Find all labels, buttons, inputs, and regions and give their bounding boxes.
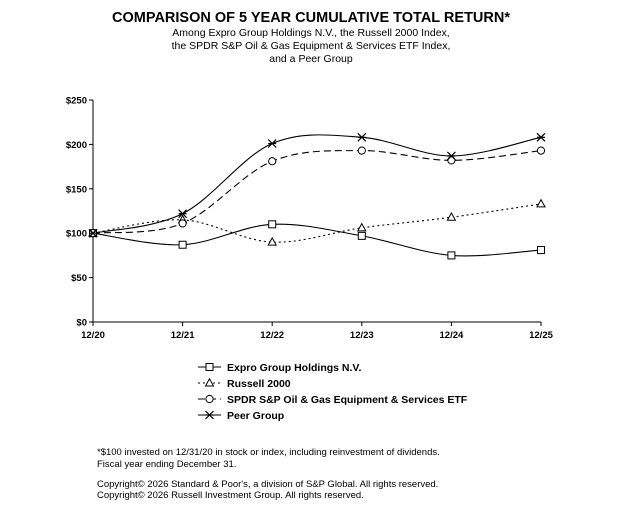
legend-marker-spdr-s-p-oil-gas-equipment-services-etf xyxy=(205,394,214,404)
y-tick-label: $250 xyxy=(66,96,87,107)
x-tick-label: 12/22 xyxy=(260,330,284,341)
data-point-spdr-s-p-oil-gas-equipment-services-etf xyxy=(357,146,366,155)
data-point-expro-group-holdings-n-v xyxy=(537,246,545,255)
data-point-peer-group xyxy=(267,139,277,148)
data-point-peer-group xyxy=(178,209,188,219)
data-point-russell-2000 xyxy=(536,198,546,208)
y-tick-label: $100 xyxy=(66,229,87,240)
series-line-expro-group-holdings-n-v xyxy=(92,223,542,257)
data-point-expro-group-holdings-n-v xyxy=(268,220,277,229)
series-line-peer-group xyxy=(92,134,542,234)
y-tick-label: $150 xyxy=(66,184,87,195)
legend-marker-expro-group-holdings-n-v xyxy=(205,363,214,371)
legend-marker-peer-group xyxy=(205,410,214,420)
legend-label-russell-2000: Russell 2000 xyxy=(227,378,291,390)
data-point-spdr-s-p-oil-gas-equipment-services-etf xyxy=(268,157,277,166)
chart-subtitle-line-3: and a Peer Group xyxy=(269,53,353,65)
x-tick-label: 12/25 xyxy=(529,330,553,341)
data-point-peer-group xyxy=(88,228,98,238)
data-point-expro-group-holdings-n-v xyxy=(447,251,456,260)
chart-subtitle-line-2: the SPDR S&P Oil & Gas Equipment & Servi… xyxy=(172,40,451,52)
y-tick-label: $0 xyxy=(76,318,87,329)
x-tick-label: 12/20 xyxy=(81,330,105,341)
legend: Expro Group Holdings N.V. Russell 2000 SPD… xyxy=(198,362,468,422)
y-tick-label: $50 xyxy=(71,273,87,284)
series-lines xyxy=(92,134,542,257)
x-tick-label: 12/24 xyxy=(440,330,464,341)
legend-label-peer-group: Peer Group xyxy=(227,410,284,422)
x-tick-label: 12/23 xyxy=(350,330,374,341)
legend-label-expro-group-holdings-n-v: Expro Group Holdings N.V. xyxy=(227,362,361,374)
x-tick-label: 12/21 xyxy=(171,330,195,341)
chart-title: COMPARISON OF 5 YEAR CUMULATIVE TOTAL RE… xyxy=(112,10,510,26)
data-point-peer-group xyxy=(536,132,546,142)
data-point-expro-group-holdings-n-v xyxy=(357,231,366,240)
data-point-spdr-s-p-oil-gas-equipment-services-etf xyxy=(536,146,546,155)
data-point-russell-2000 xyxy=(356,222,367,232)
legend-marker-russell-2000 xyxy=(204,377,215,387)
legend-label-spdr-s-p-oil-gas-equipment-services-etf: SPDR S&P Oil & Gas Equipment & Services … xyxy=(227,394,468,406)
data-point-peer-group xyxy=(357,132,367,142)
axis-ticks: $0 $50 $100 $150 $200 $250 12/20 12/21 12/22 12/2… xyxy=(66,96,554,342)
data-point-russell-2000 xyxy=(446,211,457,221)
copyright-sp: Copyright© 2026 Standard & Poor's, a div… xyxy=(97,479,438,490)
footnote-fiscal-year: Fiscal year ending December 31. xyxy=(97,459,236,470)
series-line-russell-2000 xyxy=(92,203,542,243)
data-point-spdr-s-p-oil-gas-equipment-services-etf xyxy=(178,219,187,228)
footnote-investment: *$100 invested on 12/31/20 in stock or i… xyxy=(97,447,440,458)
y-tick-label: $200 xyxy=(66,140,87,151)
data-point-russell-2000 xyxy=(267,236,278,246)
series-markers xyxy=(88,132,546,260)
data-point-peer-group xyxy=(446,151,456,161)
chart-subtitle-line-1: Among Expro Group Holdings N.V., the Rus… xyxy=(172,27,449,39)
data-point-expro-group-holdings-n-v xyxy=(178,240,187,249)
series-line-spdr-s-p-oil-gas-equipment-services-etf xyxy=(92,150,542,234)
copyright-russell: Copyright© 2026 Russell Investment Group… xyxy=(97,490,364,501)
